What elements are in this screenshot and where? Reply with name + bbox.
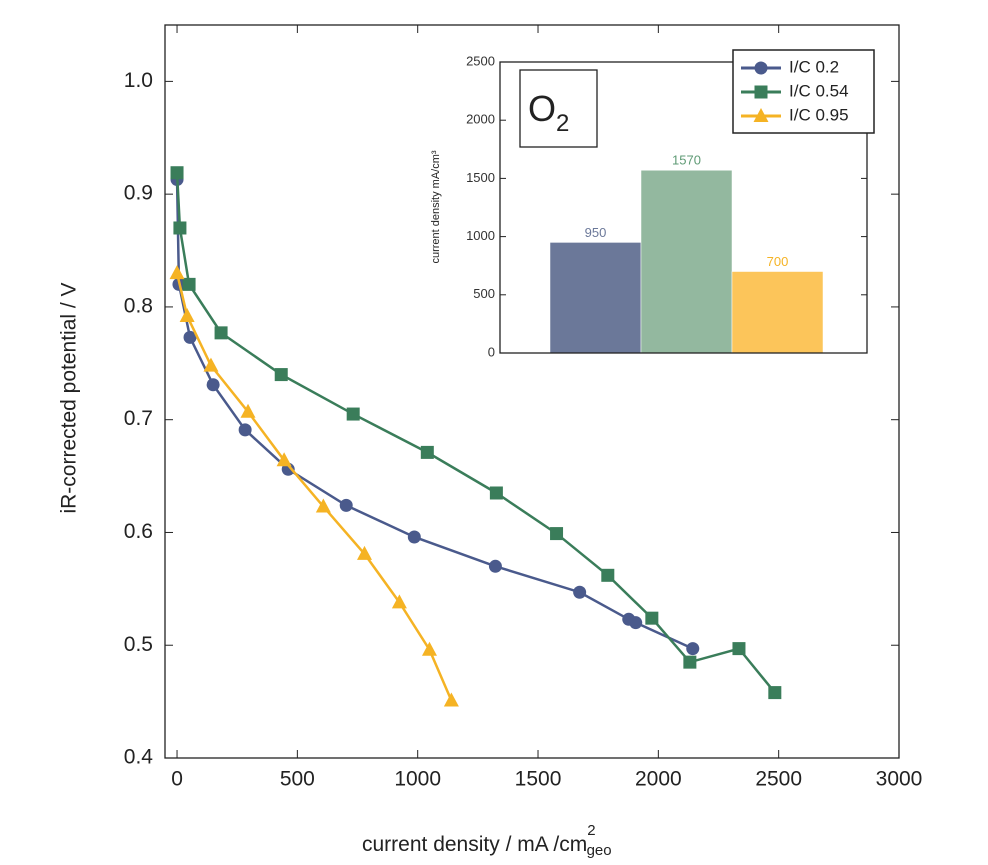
marker <box>421 641 437 656</box>
y-axis-label: iR-corrected potential / V <box>58 282 81 513</box>
legend-marker <box>753 108 769 122</box>
y-tick-label: 1.0 <box>124 69 153 92</box>
inset-y-tick-label: 0 <box>488 344 495 359</box>
marker <box>732 642 746 656</box>
bar <box>549 242 642 354</box>
x-tick-label: 2000 <box>635 768 682 791</box>
y-tick-label: 0.8 <box>124 294 153 317</box>
marker <box>683 655 697 669</box>
annotation-main: O <box>528 88 556 129</box>
y-tick-label: 0.7 <box>124 407 153 430</box>
bar <box>731 271 824 354</box>
y-tick-label: 0.4 <box>124 746 154 769</box>
marker <box>315 498 331 513</box>
marker <box>179 307 195 322</box>
inset-y-tick-label: 1000 <box>466 228 495 243</box>
marker <box>173 221 187 235</box>
x-tick-label: 2500 <box>755 768 802 791</box>
marker <box>601 568 615 582</box>
x-axis-label-sub: geo <box>587 842 612 859</box>
marker <box>238 423 252 437</box>
x-tick-label: 500 <box>280 768 315 791</box>
inset-y-axis-label: current density mA/cm³ <box>430 150 442 263</box>
marker <box>339 498 353 512</box>
inset-y-tick-label: 2000 <box>466 112 495 127</box>
bar-value-label: 950 <box>585 225 607 240</box>
marker <box>573 585 587 599</box>
marker <box>407 530 421 544</box>
x-axis-label-main: current density / mA /cm <box>362 833 587 856</box>
marker <box>420 445 434 459</box>
marker <box>629 616 643 630</box>
annotation: O2 <box>528 88 569 138</box>
marker <box>489 486 503 500</box>
plot-frame <box>164 24 900 759</box>
marker <box>443 692 459 707</box>
y-tick-label: 0.6 <box>124 520 153 543</box>
x-tick-label: 3000 <box>876 768 923 791</box>
inset-y-tick-label: 2500 <box>466 53 495 68</box>
y-tick-label: 0.9 <box>124 182 153 205</box>
x-tick-label: 1500 <box>515 768 562 791</box>
marker <box>203 357 219 372</box>
marker <box>346 407 360 421</box>
series-line <box>175 172 776 694</box>
marker <box>214 326 228 340</box>
marker <box>240 403 256 418</box>
legend-label: I/C 0.95 <box>789 105 849 124</box>
annotation-box <box>519 69 598 148</box>
series-line <box>175 272 453 701</box>
bar <box>640 170 733 354</box>
annotation-sub: 2 <box>556 110 569 137</box>
marker <box>183 330 197 344</box>
marker <box>169 265 185 280</box>
marker <box>391 594 407 609</box>
marker <box>645 611 659 625</box>
legend-label: I/C 0.2 <box>789 57 839 76</box>
x-tick-label: 0 <box>171 768 183 791</box>
legend-marker <box>754 85 768 99</box>
inset-y-tick-label: 500 <box>473 286 495 301</box>
marker <box>206 378 220 392</box>
legend-marker <box>754 61 768 75</box>
inset-y-tick-label: 1500 <box>466 170 495 185</box>
bar-value-label: 700 <box>767 254 789 269</box>
x-tick-label: 1000 <box>394 768 441 791</box>
x-axis-label-sup: 2 <box>587 822 595 839</box>
marker <box>768 686 782 700</box>
marker <box>686 642 700 656</box>
y-tick-label: 0.5 <box>124 633 153 656</box>
legend-label: I/C 0.54 <box>789 81 849 100</box>
bar-value-label: 1570 <box>672 153 701 168</box>
marker <box>357 545 373 560</box>
marker <box>550 527 564 541</box>
marker <box>276 452 292 467</box>
x-axis-label: current density / mA /cm2 geo <box>362 822 612 859</box>
marker <box>274 368 288 382</box>
marker <box>182 277 196 291</box>
inset-frame <box>499 61 868 354</box>
marker <box>170 166 184 180</box>
marker <box>488 559 502 573</box>
